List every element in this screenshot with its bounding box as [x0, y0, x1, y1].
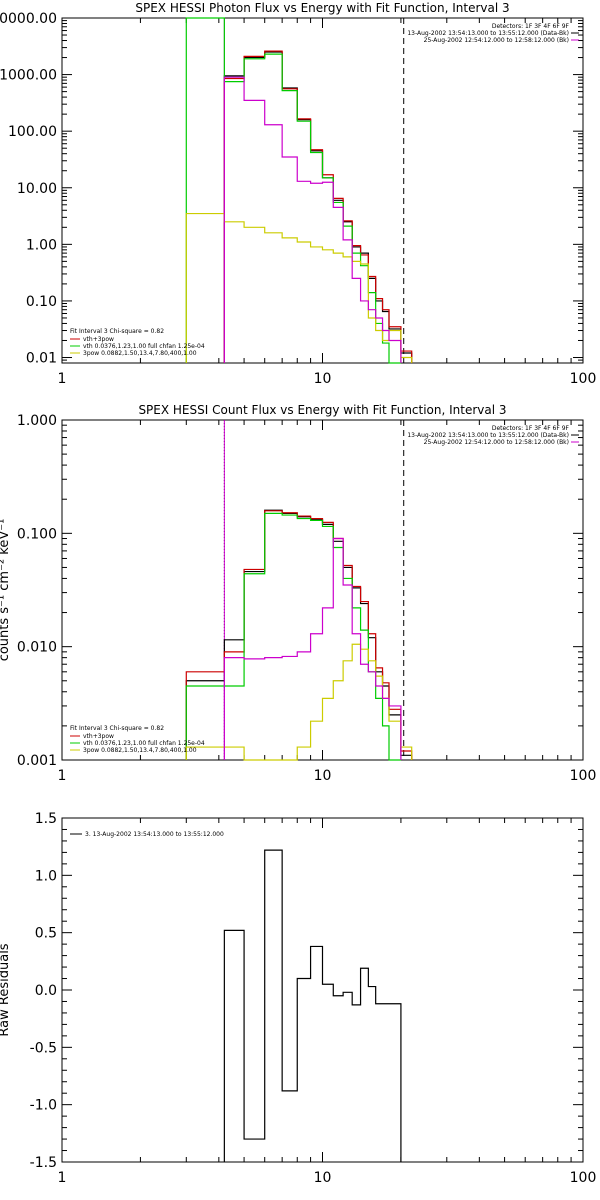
x-tick-label: 1 [58, 768, 67, 784]
x-tick-label: 100 [570, 1170, 597, 1186]
fit-info: Fit Interval 3 Chi-square = 0.82 [70, 725, 164, 732]
x-tick-label: 100 [570, 768, 597, 784]
series-vth-3pow [223, 50, 413, 363]
fit-info: Fit Interval 3 Chi-square = 0.82 [70, 328, 164, 335]
legend-label: vth+3pow [83, 733, 114, 740]
info-line: 13-Aug-2002 13:54:13.000 to 13:55:12.000… [407, 432, 569, 439]
chart-title: SPEX HESSI Photon Flux vs Energy with Fi… [135, 1, 509, 15]
series-vth-3pow [185, 510, 413, 760]
y-tick-label: -0.5 [30, 1040, 57, 1056]
legend-label: vth+3pow [83, 336, 114, 343]
plot-frame [61, 17, 584, 364]
y-tick-label: 0.10 [26, 294, 57, 310]
series-bk [223, 537, 402, 760]
legend-label: vth 0.0376,1.23,1.00 full chfan 1.25e-04 [83, 740, 205, 747]
y-axis-label: Raw Residuals [0, 943, 12, 1036]
y-tick-label: -1.5 [30, 1155, 57, 1171]
y-tick-label: 0.5 [35, 926, 57, 942]
photon-flux-panel: SPEX HESSI Photon Flux vs Energy with Fi… [0, 1, 596, 387]
x-tick-label: 10 [314, 1170, 332, 1186]
series-vth [185, 512, 401, 761]
y-tick-label: 0.0 [35, 983, 57, 999]
x-tick-label: 10 [314, 768, 332, 784]
x-tick-label: 1 [58, 371, 67, 387]
y-tick-label: 1.00 [26, 237, 57, 253]
x-tick-label: 10 [314, 371, 332, 387]
series-data-bk [223, 51, 413, 363]
y-tick-label: 1000.00 [0, 68, 57, 84]
residuals-panel: Raw Residuals 1 10 100 1.5 1.0 0.5 0.0 -0.5 -1.0 -… [0, 811, 596, 1186]
y-tick-label: 0.001 [17, 753, 57, 769]
chart-title: SPEX HESSI Count Flux vs Energy with Fit… [138, 403, 506, 417]
plot-frame [61, 817, 584, 1163]
count-flux-panel: SPEX HESSI Count Flux vs Energy with Fit… [0, 403, 596, 784]
legend-label: vth 0.0376,1.23,1.00 full chfan 1.25e-04 [83, 343, 205, 350]
info-line: 25-Aug-2002 12:54:12.000 to 12:58:12.000… [424, 37, 569, 44]
series-residuals [223, 849, 402, 1162]
series-3pow [185, 643, 413, 761]
x-tick-label: 1 [58, 1170, 67, 1186]
info-line: 13-Aug-2002 13:54:13.000 to 13:55:12.000… [407, 30, 569, 37]
legend-label: 3pow 0.0882,1.50,13.4,7.80,400,1.00 [83, 747, 197, 754]
info-line: 25-Aug-2002 12:54:12.000 to 12:58:12.000… [424, 439, 569, 446]
y-tick-label: 0.01 [26, 351, 57, 367]
y-tick-label: 0.010 [17, 640, 57, 656]
series-3pow [185, 212, 413, 363]
info-line: Detectors: 1F 3F 4F 6F 9F [492, 23, 570, 30]
y-tick-label: 1.5 [35, 811, 57, 827]
y-tick-label: 1.0 [35, 868, 57, 884]
series-bk [223, 76, 402, 363]
y-tick-label: 10.00 [17, 181, 57, 197]
y-tick-label: 100.00 [8, 124, 57, 140]
y-tick-label: 0.100 [17, 526, 57, 542]
legend-label: 3pow 0.0882,1.50,13.4,7.80,400,1.00 [83, 350, 197, 357]
y-tick-label: -1.0 [30, 1098, 57, 1114]
y-axis-label: counts s⁻¹ cm⁻² keV⁻¹ [0, 519, 12, 662]
x-tick-label: 100 [570, 371, 597, 387]
legend-label: 3. 13-Aug-2002 13:54:13.000 to 13:55:12.… [85, 831, 224, 838]
y-tick-label: 1.000 [17, 413, 57, 429]
info-line: Detectors: 1F 3F 4F 6F 9F [492, 425, 570, 432]
series-data-bk [185, 509, 413, 760]
